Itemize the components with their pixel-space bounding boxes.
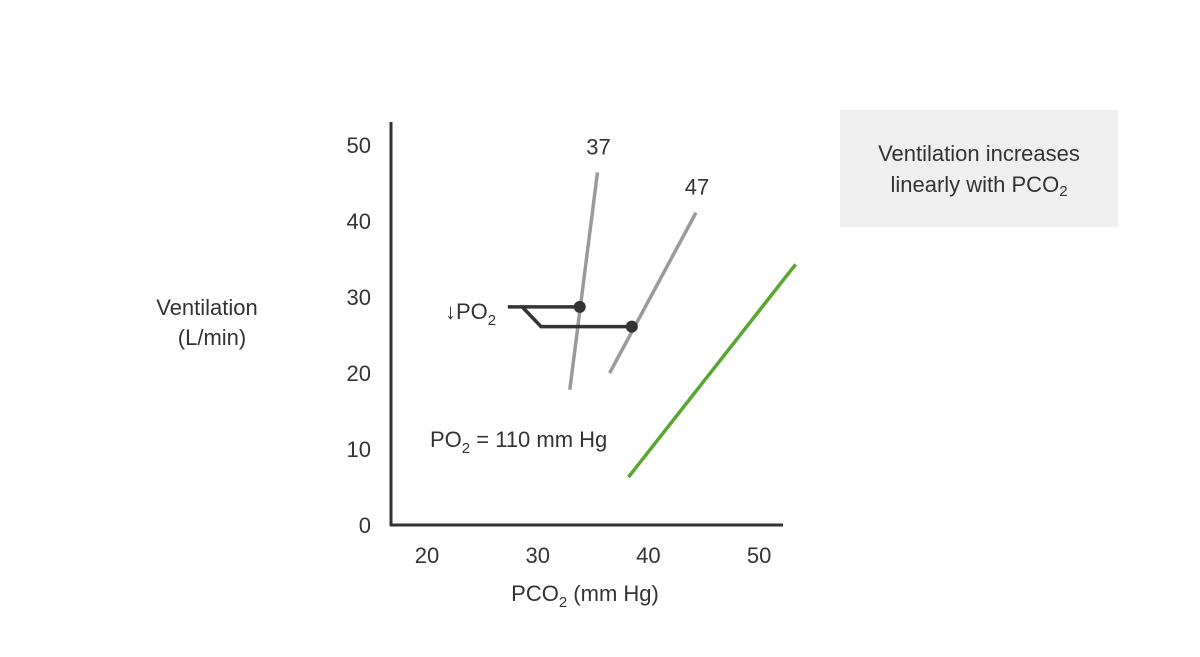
y-tick-label: 50 <box>347 133 371 158</box>
y-tick-label: 40 <box>347 209 371 234</box>
note-line1: Ventilation increases <box>878 140 1080 166</box>
bracket-line <box>520 305 632 329</box>
series-line <box>568 172 600 390</box>
note-line2: linearly with PCO2 <box>890 171 1068 200</box>
y-tick-label: 0 <box>359 513 371 538</box>
annotation-box: Ventilation increases linearly with PCO2 <box>840 110 1118 227</box>
y-tick-label: 10 <box>347 437 371 462</box>
series-labels: 37 47 <box>586 134 709 199</box>
po2-bracket <box>507 305 632 329</box>
series-line <box>627 263 798 479</box>
tick-labels: 20 30 40 50 0 10 20 30 40 50 <box>347 133 772 568</box>
series-line <box>608 211 698 374</box>
x-tick-label: 50 <box>747 543 771 568</box>
series-lines <box>568 172 798 479</box>
y-tick-label: 20 <box>347 361 371 386</box>
x-tick-label: 30 <box>525 543 549 568</box>
y-axis-label-line2: (L/min) <box>178 325 246 350</box>
y-axis-label-line1: Ventilation <box>156 295 258 320</box>
x-tick-label: 20 <box>415 543 439 568</box>
y-tick-label: 30 <box>347 285 371 310</box>
series-label: 47 <box>685 175 709 200</box>
baseline-po2-label: PO2 = 110 mm Hg <box>430 427 607 457</box>
axes <box>389 122 783 527</box>
decrease-po2-label: ↓PO2 <box>445 299 496 329</box>
data-point <box>573 300 586 313</box>
x-axis-label: PCO2 (mm Hg) <box>511 581 659 611</box>
series-label: 37 <box>586 134 610 159</box>
markers <box>573 300 638 333</box>
x-tick-label: 40 <box>636 543 660 568</box>
data-point <box>625 320 638 333</box>
